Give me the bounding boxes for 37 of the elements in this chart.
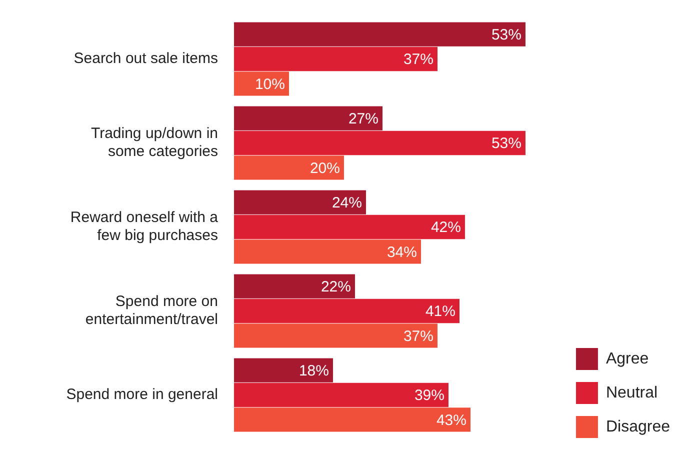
data-label: 37% [403,51,434,68]
bar [234,46,438,72]
data-label: 39% [414,387,444,404]
bar [234,240,421,264]
data-label: 24% [332,194,362,212]
bar [234,408,470,432]
legend-label: Agree [606,350,649,368]
data-label: 37% [403,328,434,345]
legend-label: Neutral [606,384,658,402]
bar [234,106,382,130]
bar [234,274,355,298]
bar [234,130,526,156]
data-label: 20% [310,160,340,177]
data-label: 18% [298,362,329,380]
data-label: 34% [386,244,417,261]
bar [234,382,448,408]
data-label: 43% [436,412,466,429]
bar [234,324,438,348]
data-label: 27% [348,110,378,128]
bar [234,156,344,180]
y-tick-label: Search out sale items [74,50,218,68]
y-tick-label: Trading up/down in some categories [90,125,218,160]
data-label: 22% [320,278,351,296]
bar [234,22,526,46]
legend-label: Disagree [606,418,670,436]
y-tick-label: Reward oneself with a few big purchases [70,209,219,244]
bar [234,298,460,324]
data-label: 41% [425,303,456,320]
y-tick-label: Spend more on entertainment/travel [85,293,218,328]
bar [234,214,465,240]
data-label: 10% [254,76,285,93]
bar [234,190,366,214]
y-tick-label: Spend more in general [66,386,218,404]
bar [234,358,333,382]
data-label: 53% [491,26,522,44]
data-label: 53% [491,135,522,152]
data-label: 42% [430,219,461,236]
